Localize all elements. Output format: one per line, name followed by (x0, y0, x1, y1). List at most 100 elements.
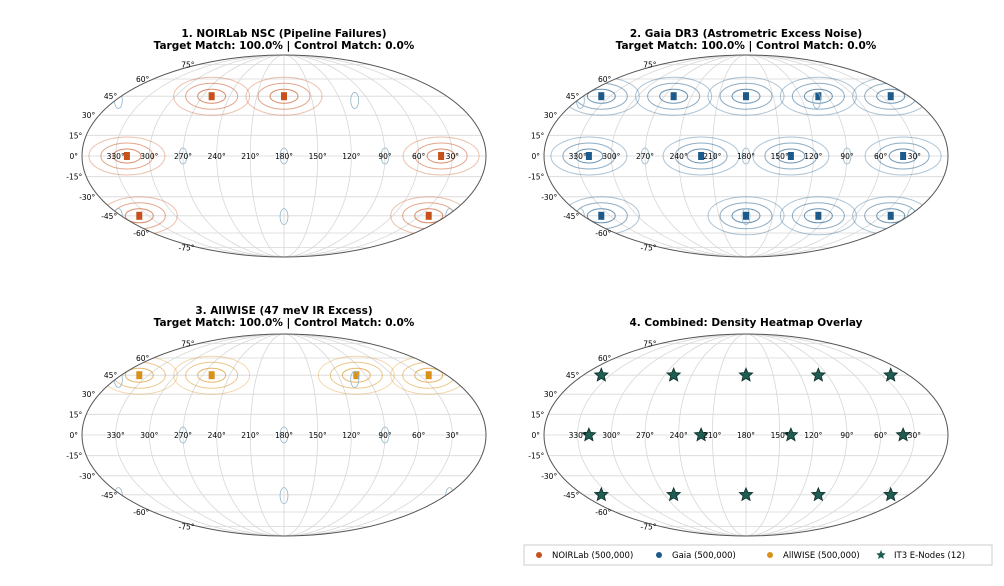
control-region (842, 147, 852, 165)
density-contour (574, 148, 604, 164)
lon-tick-label: 210° (703, 431, 721, 440)
map-frame (543, 54, 949, 258)
grid (82, 334, 486, 536)
density-contour (803, 208, 833, 224)
legend-marker-it3 (876, 550, 886, 560)
control-region (380, 147, 390, 165)
control-region (350, 92, 360, 109)
it3-node-star (810, 367, 827, 382)
legend: NOIRLab (500,000) Gaia (500,000) AllWISE… (523, 544, 993, 566)
lon-tick-label: 240° (670, 431, 688, 440)
lon-tick-label: 30° (908, 152, 922, 161)
lat-tick-label: -15° (528, 452, 544, 461)
lat-tick-label: 60° (598, 354, 612, 363)
cluster-point (743, 92, 749, 101)
control-region (279, 487, 289, 505)
it3-node-star (895, 426, 911, 442)
density-contour (707, 76, 785, 116)
density-contour (414, 367, 444, 383)
lon-tick-label: 60° (412, 152, 426, 161)
lat-tick-label: -30° (79, 193, 95, 202)
it3-node-star (593, 367, 609, 382)
cluster-point (887, 92, 894, 101)
density-contour (269, 88, 299, 104)
lat-tick-label: -30° (79, 472, 95, 481)
density-contour (112, 148, 142, 164)
lon-tick-label: 240° (208, 431, 226, 440)
density-contour (647, 82, 701, 110)
lon-tick-label: 120° (342, 152, 360, 161)
lon-tick-label: 90° (840, 431, 854, 440)
density-contour (185, 361, 239, 389)
lat-tick-label: -75° (641, 523, 657, 532)
lon-tick-label: 300° (140, 431, 158, 440)
lon-tick-label: 60° (874, 152, 888, 161)
legend-frame (523, 544, 993, 566)
density-contour (185, 82, 239, 110)
panel-subtitle: Target Match: 100.0% | Control Match: 0.… (616, 40, 877, 52)
panel-combined: 4. Combined: Density Heatmap Overlay (629, 317, 862, 329)
lat-tick-label: 75° (181, 60, 195, 69)
it3-node-star (883, 486, 899, 502)
panel-title: 1. NOIRLab NSC (Pipeline Failures) (181, 28, 386, 40)
panel-noirlab: 1. NOIRLab NSC (Pipeline Failures) Targe… (154, 28, 415, 52)
control-region (178, 426, 188, 444)
legend-marker-allwise (767, 552, 773, 558)
density-contour (864, 136, 942, 176)
it3-node-star (581, 426, 597, 442)
cluster-point (281, 92, 287, 101)
density-contour (764, 142, 818, 170)
lat-tick-label: -15° (528, 173, 544, 182)
mollweide-map: 330° 300° 270° 240° 210° 180° 150° 120° 90° 60° 30… (528, 54, 949, 258)
mollweide-map: 330° 300° 270° 240° 210° 180° 150° 120° 90° 60° 30… (66, 54, 487, 258)
lat-tick-label: 30° (544, 390, 558, 399)
cluster-point (670, 92, 677, 101)
density-contour (791, 202, 845, 230)
lat-tick-label: -15° (66, 452, 82, 461)
density-contour (257, 82, 311, 110)
panel-allwise: 3. AllWISE (47 meV IR Excess) Target Mat… (154, 305, 415, 329)
lat-tick-label: -30° (541, 472, 557, 481)
density-contour (791, 82, 845, 110)
density-contour (674, 142, 728, 170)
density-contour (124, 208, 154, 224)
map-frame (81, 333, 487, 537)
lon-tick-label: 120° (804, 152, 822, 161)
cluster-point (438, 152, 445, 160)
lat-tick-label: -60° (595, 508, 611, 517)
lon-tick-label: 300° (602, 431, 620, 440)
lat-tick-label: 60° (136, 75, 150, 84)
control-region (279, 147, 289, 165)
density-contour (414, 208, 444, 224)
density-contour (662, 136, 740, 176)
lat-tick-label: 0° (69, 431, 78, 440)
series-layer (581, 367, 911, 502)
lat-tick-label: -60° (133, 229, 149, 238)
it3-node-star (665, 486, 682, 502)
density-contour (124, 367, 154, 383)
lon-tick-label: 210° (241, 431, 259, 440)
lat-tick-label: 15° (69, 410, 83, 419)
density-contour (245, 76, 323, 116)
legend-label-it3: IT3 E-Nodes (12) (894, 551, 965, 561)
lon-tick-label: 270° (636, 152, 654, 161)
lat-tick-label: 15° (531, 410, 545, 419)
lat-tick-label: 0° (531, 152, 540, 161)
lat-tick-label: -60° (595, 229, 611, 238)
cluster-point (425, 211, 432, 220)
panel-title: 4. Combined: Density Heatmap Overlay (629, 317, 862, 329)
cluster-point (598, 92, 605, 101)
panel-title: 2. Gaia DR3 (Astrometric Excess Noise) (630, 28, 862, 40)
lon-tick-label: 180° (275, 152, 293, 161)
lon-tick-label: 180° (737, 152, 755, 161)
lon-tick-label: 270° (174, 431, 192, 440)
lon-tick-label: 120° (342, 431, 360, 440)
lon-tick-label: 210° (703, 152, 721, 161)
it3-node-star (783, 426, 799, 442)
cluster-point (743, 211, 749, 220)
control-region (279, 426, 289, 444)
density-contour (402, 136, 480, 176)
it3-node-star (738, 486, 754, 502)
control-region (741, 147, 751, 165)
